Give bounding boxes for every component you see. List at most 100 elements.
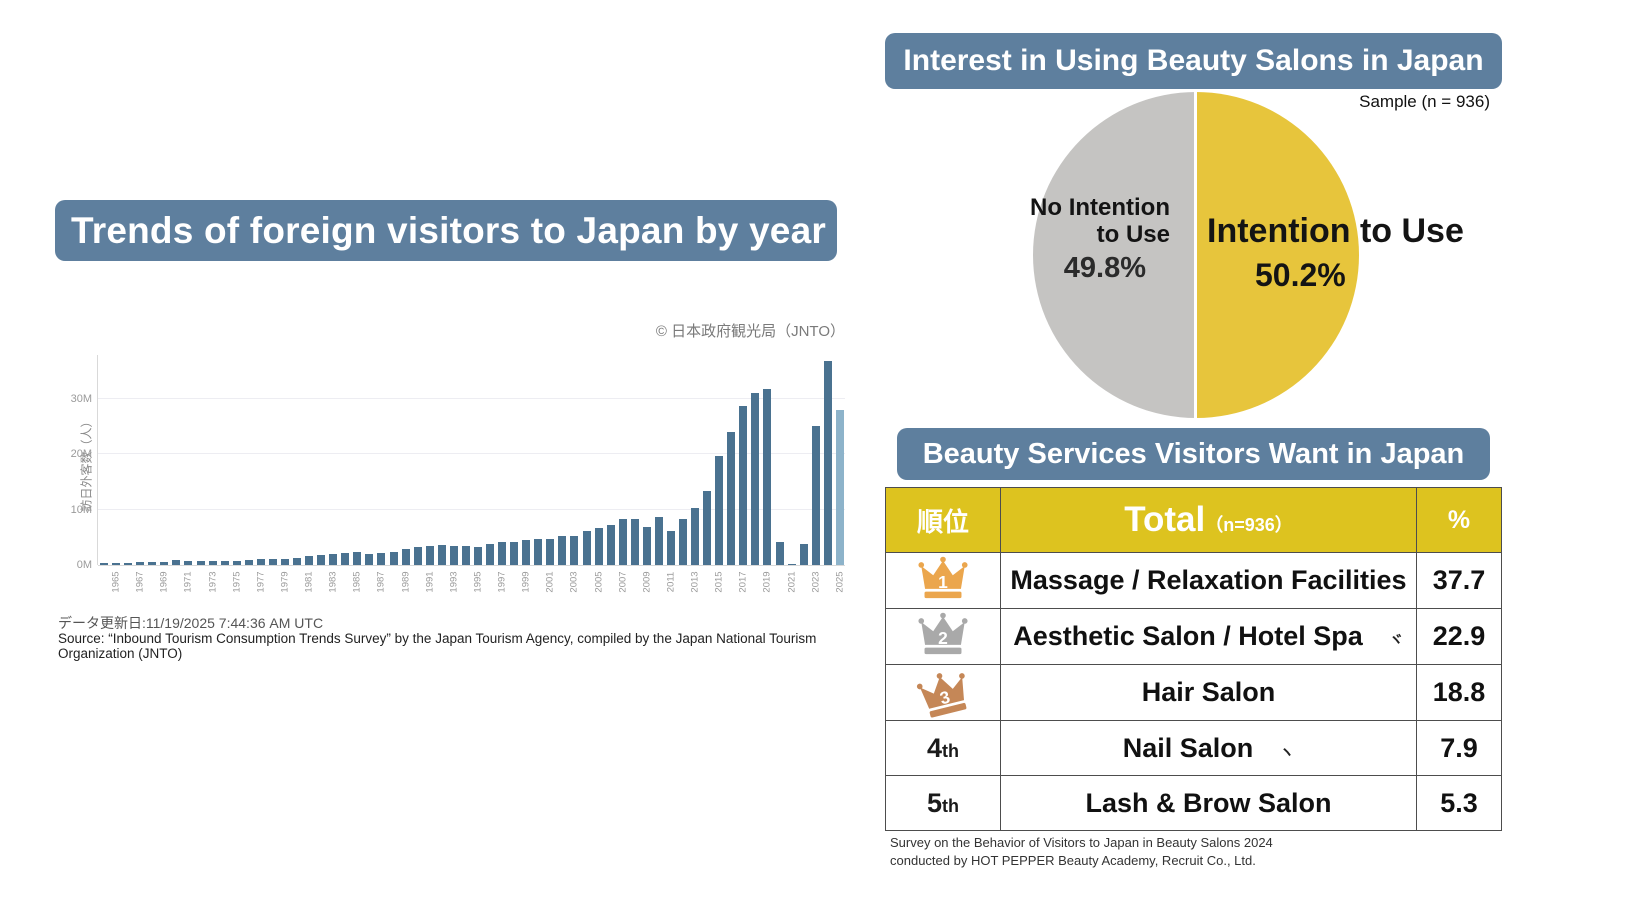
x-tick-cell [486,565,494,609]
bar-1989 [401,549,410,565]
x-tick-label: 1999 [520,571,532,593]
bar-2020 [775,542,784,565]
survey-footnote-line2: conducted by HOT PEPPER Beauty Academy, … [890,852,1256,868]
bar-1979 [280,558,289,565]
service-mark: ヾ [1388,632,1404,649]
header-total-note: （n=936） [1205,515,1293,535]
x-tick-label: 1995 [472,571,484,593]
x-tick-cell [679,565,687,609]
x-tick-cell [655,565,663,609]
x-tick-cell [534,565,542,609]
bar-2013 [691,507,700,565]
x-tick-label: 1993 [448,571,460,593]
rank-3-cell: 3 [885,664,1001,721]
x-tick-cell: 2007 [617,565,628,609]
table-row: 3 Hair Salon 18.8 [885,664,1502,721]
x-tick-cell: 1979 [279,565,291,609]
service-percent: 7.9 [1416,720,1502,776]
rank-1-number: 1 [938,572,948,592]
pie-label-no-intention: No Intention to Use [950,194,1170,248]
bar-1974 [220,560,229,565]
x-tick-cell: 2009 [641,565,652,609]
bar-1991 [425,545,434,565]
bar-2019 [763,388,772,565]
silver-crown-icon: 2 [918,612,968,655]
bar-1990 [413,547,422,565]
pie-slice-divider [1194,92,1197,418]
x-tick-cell: 1973 [207,565,218,609]
x-tick-cell [824,565,832,609]
x-tick-cell [414,565,422,609]
x-tick-cell [607,565,615,609]
rank-5-cell: 5th [885,775,1001,831]
bar-1965 [112,562,121,565]
x-tick-cell: 1993 [448,565,460,609]
service-percent: 37.7 [1416,552,1502,609]
pie-label-no-intention-line1: No Intention [1030,194,1170,221]
x-tick-cell: 2003 [568,565,580,609]
y-axis-label: 訪日外客数（人） [79,415,94,512]
bar-2005 [594,527,603,565]
rank-2-number: 2 [938,628,948,648]
bar-1973 [208,560,217,565]
x-tick-cell: 1985 [352,565,363,609]
x-tick-cell: 1987 [375,565,387,609]
bar-chart-plot-area: 0M 10M 20M 30M 1965 1967 1969 1971 1973 1975 1977… [71,355,845,593]
rank-number: 4 [926,732,943,763]
x-tick-label: 2025 [834,571,846,593]
bar-2023 [811,426,820,565]
x-tick-cell: 2021 [786,565,797,609]
bar-1987 [377,553,386,565]
bar-2025 [835,410,844,565]
service-name: Hair Salon [1000,664,1417,721]
x-tick-cell: 1977 [255,565,267,609]
bar-2002 [558,536,567,565]
x-tick-cell: 1975 [231,565,242,609]
x-tick-cell: 2011 [665,565,676,609]
service-percent: 5.3 [1416,775,1502,831]
x-tick-cell [462,565,470,609]
pie-value-no-intention: 49.8% [1063,252,1146,284]
bar-1986 [365,553,374,565]
x-tick-cell [438,565,446,609]
source-attribution: Source: “Inbound Tourism Consumption Tre… [58,631,817,661]
service-name: Aesthetic Salon / Hotel Spa ヾ [1000,608,1417,665]
bar-1992 [437,545,446,565]
x-tick-cell [100,565,108,609]
x-tick-cell: 1967 [134,565,146,609]
bar-1970 [172,560,181,565]
x-tick-cell: 1999 [520,565,532,609]
x-axis-ticks: 1965 1967 1969 1971 1973 1975 1977 1979 1981 1983… [100,565,846,609]
bar-2009 [642,527,651,565]
x-tick-label: 1979 [279,571,291,593]
x-tick-cell [558,565,566,609]
x-tick-label: 1987 [375,571,387,593]
table-header-row: 順位 Total（n=936） % [885,487,1502,553]
pie-label-no-intention-line2: to Use [1096,221,1170,249]
x-tick-cell [341,565,349,609]
pie-label-intention: Intention to Use [1207,212,1464,250]
x-tick-label: 1967 [134,571,146,593]
service-name: Massage / Relaxation Facilities [1000,552,1417,609]
rank-5-label: 5th [927,788,959,818]
bar-2012 [679,518,687,565]
x-tick-cell: 2017 [738,565,749,609]
table-row: 2 Aesthetic Salon / Hotel Spa ヾ 22.9 [885,608,1502,665]
service-text: Lash & Brow Salon [1085,787,1332,818]
bar-1985 [353,552,362,565]
service-name: Nail Salon ヽ [1000,720,1417,776]
x-tick-label: 2003 [568,571,580,593]
pie-chart-title: Interest in Using Beauty Salons in Japan [885,33,1502,89]
x-tick-cell: 1997 [497,565,508,609]
x-tick-cell: 1995 [472,565,484,609]
x-tick-label: 1977 [255,571,267,593]
bar-2007 [618,518,627,565]
bar-series [100,355,844,565]
x-tick-cell [510,565,518,609]
x-tick-label: 1981 [303,571,315,593]
bar-2011 [666,530,675,565]
gridline [98,508,845,510]
bar-2010 [654,517,663,565]
bar-1966 [124,562,133,565]
x-tick-cell: 1989 [400,565,411,609]
